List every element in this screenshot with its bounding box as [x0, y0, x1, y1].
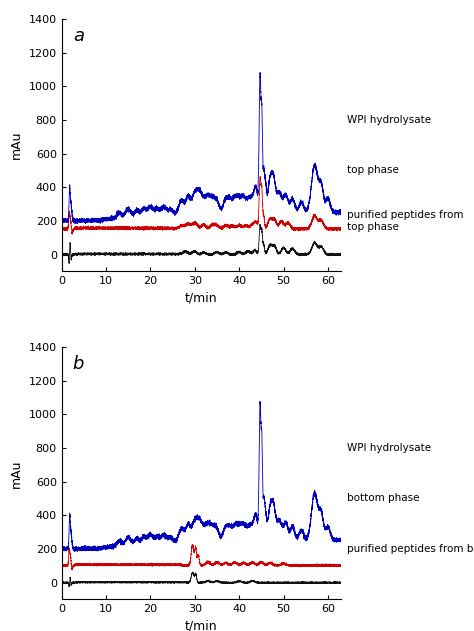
- Text: bottom phase: bottom phase: [347, 493, 419, 504]
- Text: purified peptides from bottom phase: purified peptides from bottom phase: [347, 544, 474, 554]
- Text: top phase: top phase: [347, 165, 399, 175]
- Text: b: b: [73, 355, 84, 373]
- X-axis label: t/min: t/min: [185, 620, 218, 631]
- Text: a: a: [73, 27, 84, 45]
- Y-axis label: mAu: mAu: [10, 459, 23, 488]
- Text: purified peptides from top phase: purified peptides from top phase: [347, 210, 464, 232]
- Y-axis label: mAu: mAu: [10, 131, 23, 160]
- Text: WPI hydrolysate: WPI hydrolysate: [347, 115, 431, 125]
- Text: WPI hydrolysate: WPI hydrolysate: [347, 443, 431, 453]
- X-axis label: t/min: t/min: [185, 292, 218, 305]
